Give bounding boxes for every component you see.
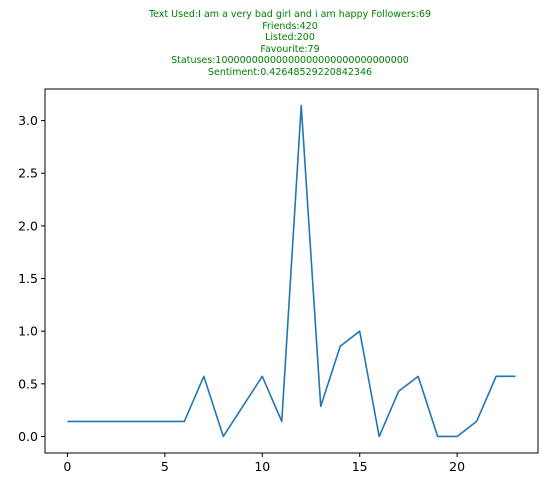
x-tick-label: 5 — [161, 459, 169, 474]
x-tick-label: 15 — [352, 459, 368, 474]
y-tick-label: 1.5 — [18, 271, 38, 286]
title-line-favourite: Favourite:79 — [260, 43, 320, 55]
y-tick-label: 0.0 — [18, 429, 38, 444]
axis-ticks: 0 5 10 15 20 0.0 0.5 1.0 1.5 2.0 2.5 3.0 — [18, 113, 465, 474]
x-tick-label: 10 — [254, 459, 270, 474]
chart-title: Text Used:I am a very bad girl and i am … — [0, 9, 547, 79]
title-line-friends: Friends:420 — [262, 20, 318, 32]
y-tick-label: 0.5 — [18, 376, 38, 391]
title-line-statuses: Statuses:1000000000000000000000000000000… — [171, 55, 409, 67]
x-tick-label: 20 — [449, 459, 465, 474]
plot-series — [67, 104, 516, 438]
series-line — [67, 104, 516, 438]
y-tick-label: 3.0 — [18, 113, 38, 128]
title-line-listed: Listed:200 — [265, 32, 315, 44]
x-tick-label: 0 — [63, 459, 71, 474]
title-line-text-used: Text Used:I am a very bad girl and i am … — [148, 9, 432, 20]
axes-frame — [44, 88, 539, 454]
y-tick-label: 1.0 — [18, 324, 38, 339]
title-line-sentiment: Sentiment:0.42648529220842346 — [207, 66, 373, 78]
y-tick-label: 2.0 — [18, 218, 38, 233]
y-tick-label: 2.5 — [18, 166, 38, 181]
